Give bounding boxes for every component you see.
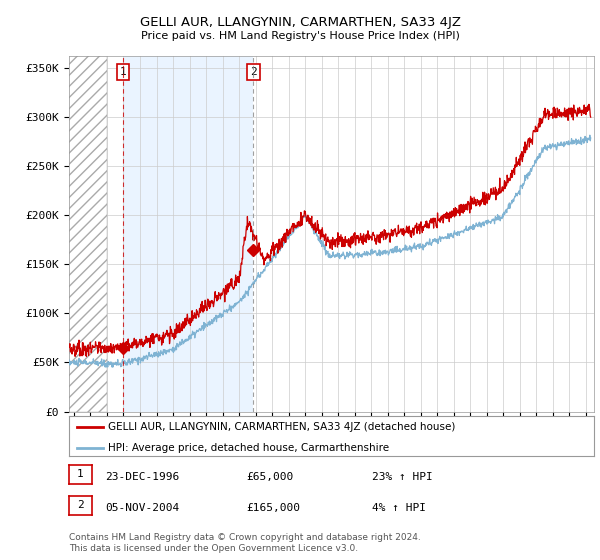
Text: GELLI AUR, LLANGYNIN, CARMARTHEN, SA33 4JZ (detached house): GELLI AUR, LLANGYNIN, CARMARTHEN, SA33 4… bbox=[109, 422, 456, 432]
Text: 23% ↑ HPI: 23% ↑ HPI bbox=[372, 472, 433, 482]
Text: HPI: Average price, detached house, Carmarthenshire: HPI: Average price, detached house, Carm… bbox=[109, 442, 389, 452]
Text: GELLI AUR, LLANGYNIN, CARMARTHEN, SA33 4JZ: GELLI AUR, LLANGYNIN, CARMARTHEN, SA33 4… bbox=[139, 16, 461, 29]
Text: £65,000: £65,000 bbox=[246, 472, 293, 482]
Text: 1: 1 bbox=[77, 469, 84, 479]
Text: Price paid vs. HM Land Registry's House Price Index (HPI): Price paid vs. HM Land Registry's House … bbox=[140, 31, 460, 41]
Text: 2: 2 bbox=[250, 67, 257, 77]
Text: 4% ↑ HPI: 4% ↑ HPI bbox=[372, 503, 426, 513]
Text: Contains HM Land Registry data © Crown copyright and database right 2024.
This d: Contains HM Land Registry data © Crown c… bbox=[69, 533, 421, 553]
Text: 23-DEC-1996: 23-DEC-1996 bbox=[105, 472, 179, 482]
Text: 2: 2 bbox=[77, 500, 84, 510]
Text: 05-NOV-2004: 05-NOV-2004 bbox=[105, 503, 179, 513]
Text: £165,000: £165,000 bbox=[246, 503, 300, 513]
Text: 1: 1 bbox=[120, 67, 127, 77]
Bar bbox=[69, 56, 107, 412]
Bar bbox=[123, 56, 253, 412]
